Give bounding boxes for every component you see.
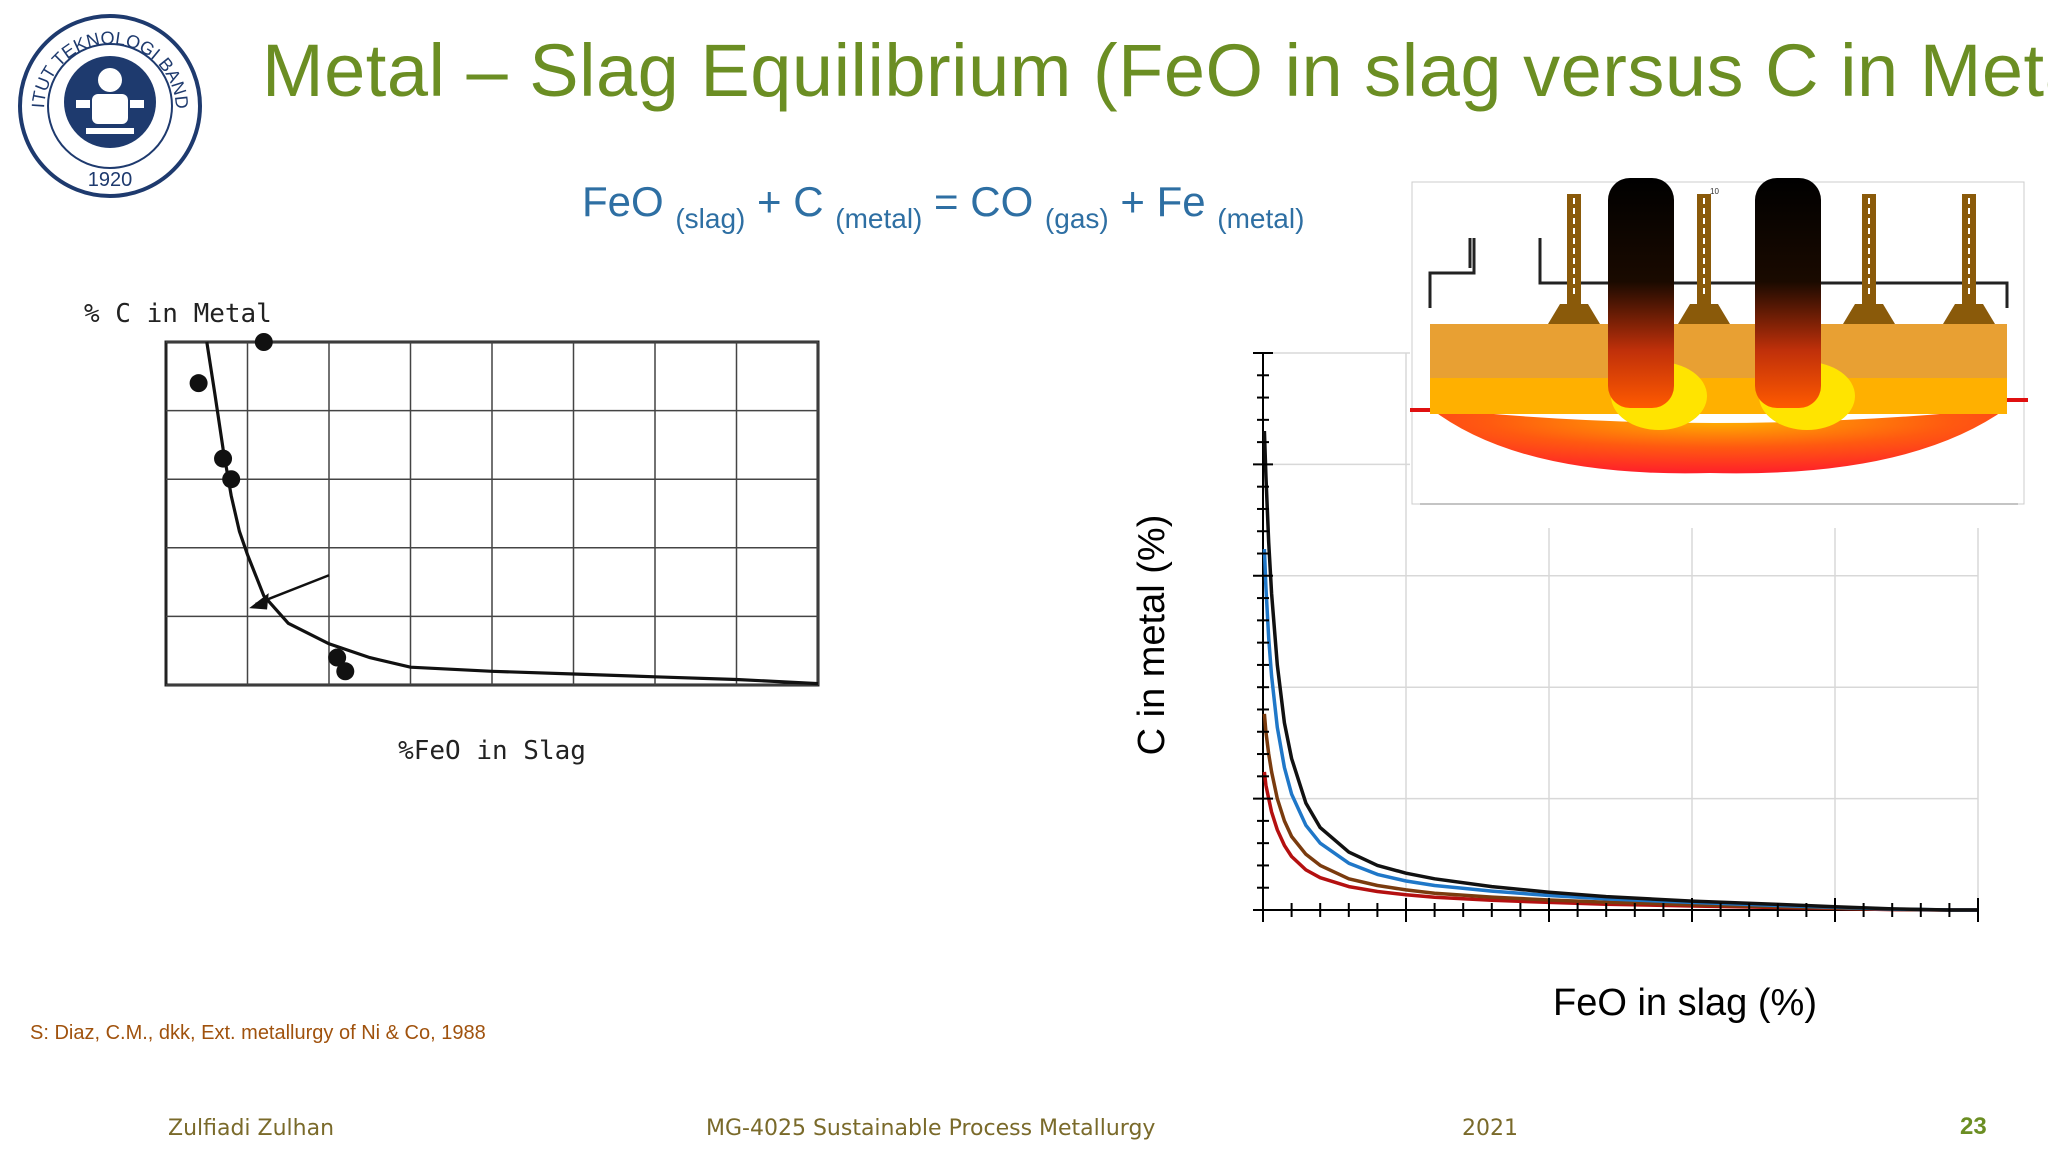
- eq-plus-c: + C: [757, 178, 824, 225]
- eq-plus-fe: + Fe: [1120, 178, 1206, 225]
- footer-author: Zulfiadi Zulhan: [168, 1116, 335, 1141]
- left-chart-arrowhead: [249, 593, 269, 610]
- left-chart-point: [189, 374, 208, 393]
- eq-feo-sub: (slag): [675, 203, 746, 234]
- left-chart-point: [214, 449, 233, 468]
- eq-fe-sub: (metal): [1217, 203, 1305, 234]
- eq-c-sub: (metal): [835, 203, 923, 234]
- slide-title: Metal – Slag Equilibrium (FeO in slag ve…: [262, 29, 2048, 112]
- left-chart-points-group: [189, 333, 355, 681]
- eq-co-sub: (gas): [1044, 203, 1109, 234]
- right-chart-series-blue: [1262, 549, 1978, 912]
- left-chart-point: [222, 470, 241, 489]
- source-citation: S: Diaz, C.M., dkk, Ext. metallurgy of N…: [30, 1022, 486, 1044]
- eq-equals-co: = CO: [934, 178, 1034, 225]
- itb-logo: INSTITUT TEKNOLOGI BANDUNG 1920: [14, 10, 202, 198]
- right-chart-ylabel: C in metal (%): [1131, 515, 1173, 756]
- left-chart-xlabel: %FeO in Slag: [398, 736, 586, 766]
- slide-number: 23: [1960, 1113, 1987, 1140]
- reaction-equation: FeO (slag) + C (metal) = CO (gas) + Fe (…: [582, 178, 1304, 234]
- right-chart-series-brown: [1262, 713, 1978, 912]
- furnace-diagram: 10: [1410, 178, 2028, 528]
- right-chart-series-red: [1262, 771, 1978, 912]
- logo-year: 1920: [88, 169, 133, 191]
- left-chart: % C in Metal %FeO in Slag: [84, 299, 820, 766]
- right-chart-ticks-group: [1253, 352, 1979, 922]
- footer-year: 2021: [1462, 1116, 1518, 1141]
- left-chart-ylabel: % C in Metal: [84, 299, 272, 329]
- left-chart-ref-curve: [205, 341, 819, 686]
- eq-feo: FeO: [582, 178, 664, 225]
- footer-course: MG-4025 Sustainable Process Metallurgy: [706, 1116, 1156, 1141]
- left-chart-curve-group: [205, 341, 819, 686]
- left-chart-point: [328, 648, 347, 667]
- left-chart-point: [254, 333, 273, 351]
- left-chart-point: [336, 662, 355, 681]
- left-chart-grid: [164, 340, 820, 687]
- furnace-axis-top-label: 10: [1710, 187, 1719, 196]
- left-chart-annotation: [249, 574, 330, 610]
- right-chart-xlabel: FeO in slag (%): [1553, 982, 1817, 1024]
